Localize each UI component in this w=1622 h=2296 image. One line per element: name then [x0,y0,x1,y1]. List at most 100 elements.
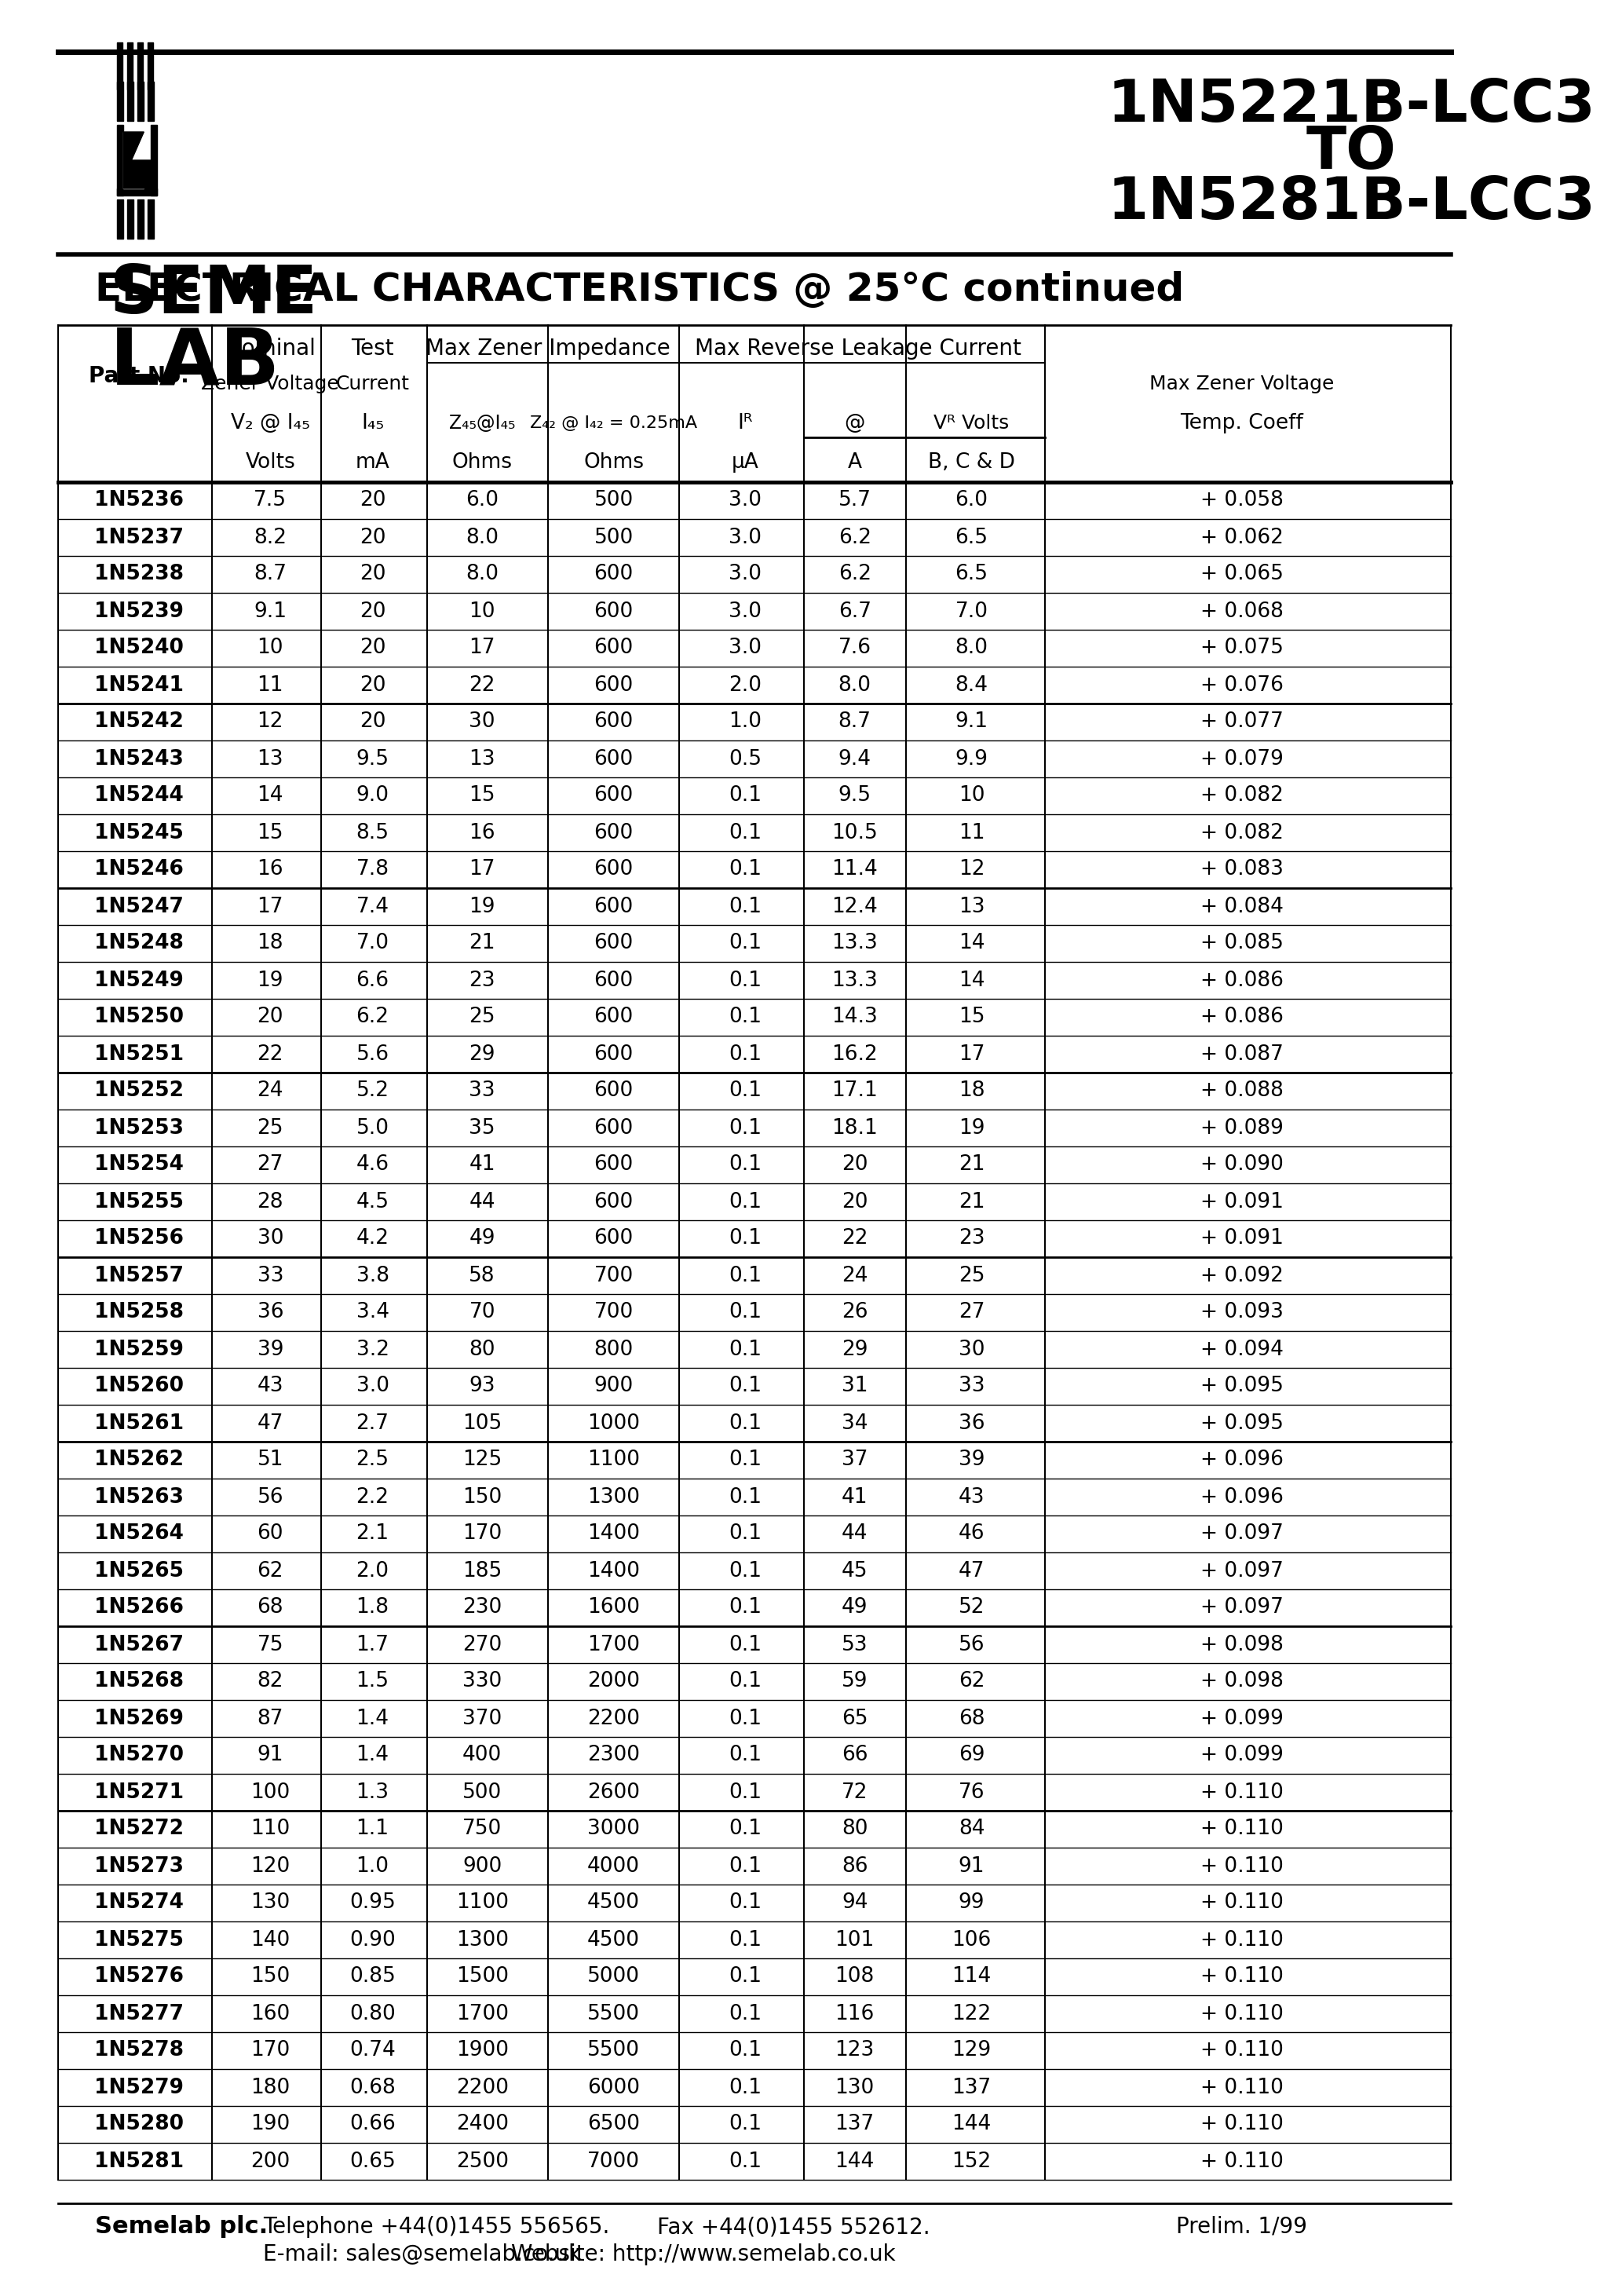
Text: 4.6: 4.6 [357,1155,389,1176]
Text: 3.0: 3.0 [728,528,762,549]
Text: Zener Voltage: Zener Voltage [201,374,339,393]
Text: 49: 49 [842,1598,868,1619]
Text: 600: 600 [594,1192,633,1212]
Text: 0.1: 0.1 [728,2041,762,2062]
Text: 1N5246: 1N5246 [94,859,183,879]
Text: + 0.099: + 0.099 [1200,1745,1283,1766]
Text: 10.5: 10.5 [832,822,878,843]
Text: 1N5270: 1N5270 [94,1745,183,1766]
Text: 125: 125 [462,1449,501,1469]
Text: 39: 39 [258,1339,284,1359]
Text: 5.6: 5.6 [357,1045,389,1065]
Text: + 0.110: + 0.110 [1200,1782,1283,1802]
Text: 1N5254: 1N5254 [94,1155,183,1176]
Text: 19: 19 [469,895,495,916]
Text: 1000: 1000 [587,1412,641,1433]
Text: + 0.097: + 0.097 [1200,1598,1283,1619]
Text: + 0.085: + 0.085 [1200,932,1283,953]
Text: Semelab plc.: Semelab plc. [96,2216,268,2239]
Text: B, C & D: B, C & D [928,452,1015,473]
Text: + 0.082: + 0.082 [1200,785,1283,806]
Text: 0.1: 0.1 [728,1265,762,1286]
Text: 0.1: 0.1 [728,1339,762,1359]
Text: 3.0: 3.0 [728,602,762,622]
Text: 4000: 4000 [587,1855,641,1876]
Text: 1N5262: 1N5262 [94,1449,183,1469]
Text: 0.1: 0.1 [728,1155,762,1176]
Text: 0.1: 0.1 [728,1782,762,1802]
Text: 5500: 5500 [587,2004,641,2023]
Text: + 0.075: + 0.075 [1200,638,1283,659]
Text: 0.1: 0.1 [728,1708,762,1729]
Bar [117,41,123,90]
Text: 30: 30 [469,712,495,732]
Text: 0.1: 0.1 [728,971,762,990]
Text: 144: 144 [835,2151,874,2172]
Text: 18: 18 [258,932,284,953]
Text: 8.0: 8.0 [466,565,498,585]
Text: 62: 62 [959,1671,985,1692]
Text: 0.90: 0.90 [349,1929,396,1949]
Text: 600: 600 [594,675,633,696]
Text: 1N5269: 1N5269 [94,1708,183,1729]
Text: 18.1: 18.1 [832,1118,878,1139]
Text: 137: 137 [952,2078,991,2099]
Text: 600: 600 [594,638,633,659]
Text: 9.4: 9.4 [839,748,871,769]
Text: 9.5: 9.5 [357,748,389,769]
Text: 1N5258: 1N5258 [94,1302,183,1322]
Text: + 0.110: + 0.110 [1200,2004,1283,2023]
Text: 66: 66 [842,1745,868,1766]
Text: + 0.110: + 0.110 [1200,1892,1283,1913]
Text: 4500: 4500 [587,1892,641,1913]
Text: 180: 180 [250,2078,290,2099]
Text: 600: 600 [594,748,633,769]
Text: 22: 22 [842,1228,868,1249]
Text: 1N5264: 1N5264 [94,1525,183,1545]
Text: 600: 600 [594,895,633,916]
Text: 15: 15 [469,785,495,806]
Text: TO: TO [1306,124,1397,181]
Text: 0.1: 0.1 [728,2115,762,2135]
Text: 0.1: 0.1 [728,1045,762,1065]
Text: 1N5272: 1N5272 [94,1818,183,1839]
Text: 3.0: 3.0 [357,1375,389,1396]
Text: 45: 45 [842,1561,868,1582]
Text: 82: 82 [258,1671,284,1692]
Text: + 0.079: + 0.079 [1200,748,1283,769]
Text: 3.8: 3.8 [357,1265,389,1286]
Text: + 0.087: + 0.087 [1200,1045,1283,1065]
Text: A: A [848,452,861,473]
Text: 13.3: 13.3 [832,932,878,953]
Text: 900: 900 [462,1855,501,1876]
Text: 6000: 6000 [587,2078,641,2099]
Text: 130: 130 [250,1892,290,1913]
Text: 500: 500 [462,1782,501,1802]
Text: 800: 800 [594,1339,633,1359]
Text: 47: 47 [959,1561,985,1582]
Bar [127,83,133,122]
Bar [138,200,144,239]
Text: 1N5281: 1N5281 [94,2151,183,2172]
Text: 23: 23 [469,971,495,990]
Text: 1900: 1900 [456,2041,508,2062]
Text: 170: 170 [462,1525,501,1545]
Text: 600: 600 [594,565,633,585]
Text: 15: 15 [959,1008,985,1029]
Text: 270: 270 [462,1635,501,1655]
Text: 6.0: 6.0 [955,491,988,510]
Text: 750: 750 [462,1818,501,1839]
Text: @: @ [845,413,865,434]
Text: 0.74: 0.74 [349,2041,396,2062]
Text: 3.0: 3.0 [728,565,762,585]
Text: 1N5221B-LCC3: 1N5221B-LCC3 [1108,76,1596,133]
Text: 1300: 1300 [587,1488,641,1506]
Text: 6.2: 6.2 [357,1008,389,1029]
Text: + 0.097: + 0.097 [1200,1525,1283,1545]
Text: 1N5280: 1N5280 [94,2115,183,2135]
Text: 9.1: 9.1 [955,712,988,732]
Text: 25: 25 [469,1008,495,1029]
Text: Fax +44(0)1455 552612.: Fax +44(0)1455 552612. [657,2216,931,2239]
Text: 65: 65 [842,1708,868,1729]
Text: 105: 105 [462,1412,501,1433]
